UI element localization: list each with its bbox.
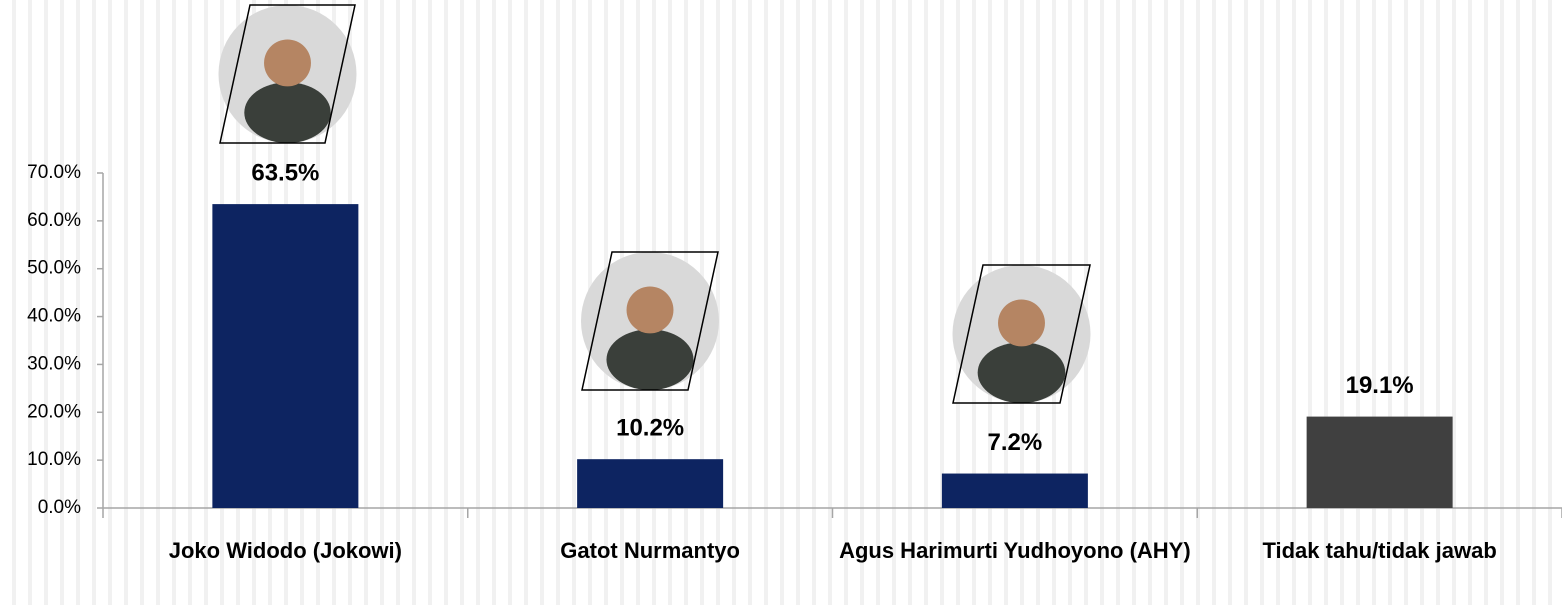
photo-face: [626, 286, 674, 334]
photo-person: [244, 82, 331, 143]
value-label: 7.2%: [988, 429, 1043, 456]
x-tick-label: Joko Widodo (Jokowi): [168, 538, 402, 563]
y-tick-label: 60.0%: [27, 210, 81, 231]
value-label: 19.1%: [1346, 372, 1414, 399]
y-tick-label: 10.0%: [27, 449, 81, 470]
y-tick-label: 70.0%: [27, 162, 81, 183]
y-tick-label: 0.0%: [38, 497, 81, 518]
photo-face: [264, 39, 311, 87]
y-tick-label: 50.0%: [27, 258, 81, 279]
y-tick-label: 30.0%: [27, 353, 81, 374]
bar: [212, 204, 359, 508]
y-tick-label: 20.0%: [27, 401, 81, 422]
photo-face: [998, 299, 1045, 347]
x-tick-label: Agus Harimurti Yudhoyono (AHY): [839, 538, 1191, 563]
bar: [577, 459, 724, 508]
photo-person: [606, 329, 694, 391]
value-label: 10.2%: [616, 415, 684, 442]
x-tick-label: Tidak tahu/tidak jawab: [1262, 538, 1497, 563]
photo-frame: [952, 264, 1091, 404]
value-label: 63.5%: [251, 159, 319, 186]
photo-person: [977, 342, 1066, 404]
x-tick-label: Gatot Nurmantyo: [560, 538, 740, 563]
y-tick-label: 40.0%: [27, 306, 81, 327]
photo-frame: [581, 251, 719, 391]
bar: [1306, 416, 1453, 508]
bar: [941, 473, 1088, 508]
photo-frame: [219, 4, 356, 144]
